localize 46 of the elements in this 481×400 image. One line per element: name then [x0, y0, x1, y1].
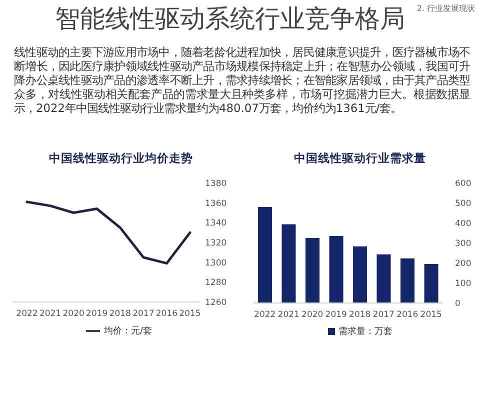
y-tick-label: 1380	[205, 179, 227, 190]
bar	[400, 258, 414, 303]
x-tick-label: 2016	[396, 310, 418, 320]
x-tick-label: 2019	[86, 309, 108, 320]
y-tick-label: 1320	[205, 238, 227, 249]
bar	[306, 238, 320, 303]
x-tick-label: 2018	[349, 310, 371, 320]
x-tick-label: 2022	[16, 309, 38, 320]
y-tick-label: 0	[455, 299, 460, 310]
y-tick-label: 1280	[205, 278, 227, 288]
chart-title: 中国线性驱动行业均价走势	[48, 151, 194, 166]
y-tick-label: 1260	[205, 298, 227, 308]
bar	[258, 207, 272, 303]
y-tick-label: 1360	[205, 198, 227, 209]
y-tick-label: 600	[455, 179, 472, 190]
x-tick-label: 2016	[156, 309, 178, 320]
y-tick-label: 1300	[205, 258, 227, 268]
y-tick-label: 200	[455, 259, 472, 270]
x-tick-label: 2021	[278, 310, 300, 320]
x-tick-label: 2022	[254, 310, 276, 320]
bar	[424, 264, 438, 303]
x-tick-label: 2018	[109, 309, 131, 320]
x-tick-label: 2015	[420, 310, 442, 320]
bar	[353, 246, 367, 303]
y-tick-label: 400	[455, 219, 472, 230]
y-tick-label: 100	[455, 279, 472, 290]
x-tick-label: 2020	[302, 310, 324, 320]
chart-title: 中国线性驱动行业需求量	[293, 151, 427, 166]
legend-label: 均价：元/套	[104, 326, 152, 336]
y-tick-label: 1340	[205, 218, 227, 229]
bar	[282, 224, 296, 303]
x-tick-label: 2020	[62, 309, 84, 320]
bar	[376, 254, 391, 303]
text: 线性驱动的主要下游应用市场中，随着老龄化进程加快，居民健康意识提升，医疗器械市场不断增长，因此医疗康护领域线性驱动产品市场规模保持稳定上升；在智慧办公领域，我国可升降办公桌线性驱动产品的渗透率不断上升，需求持续增长；在智能家居领域，由于其产品类型众多，对线性驱动相关配套产品的需求量大且种类多样，市场可挖掘潜力巨大。根据数据显示，2022年中国线性驱动行业需求量约为480.07万套，均价约为1361元/套。	[14, 45, 470, 115]
line-series	[26, 200, 192, 265]
bar	[329, 236, 344, 303]
x-tick-label: 2021	[39, 309, 62, 320]
legend-label: 需求量：万套	[338, 327, 392, 337]
text: 智能线性驱动系统行业竞争格局	[55, 4, 405, 33]
y-tick-label: 500	[455, 199, 472, 210]
y-tick-label: 300	[455, 239, 472, 250]
x-tick-label: 2017	[132, 309, 154, 320]
x-tick-label: 2015	[179, 309, 201, 320]
x-tick-label: 2017	[372, 310, 394, 320]
text: 2. 行业发展现状	[416, 3, 475, 14]
x-tick-label: 2019	[325, 310, 347, 320]
